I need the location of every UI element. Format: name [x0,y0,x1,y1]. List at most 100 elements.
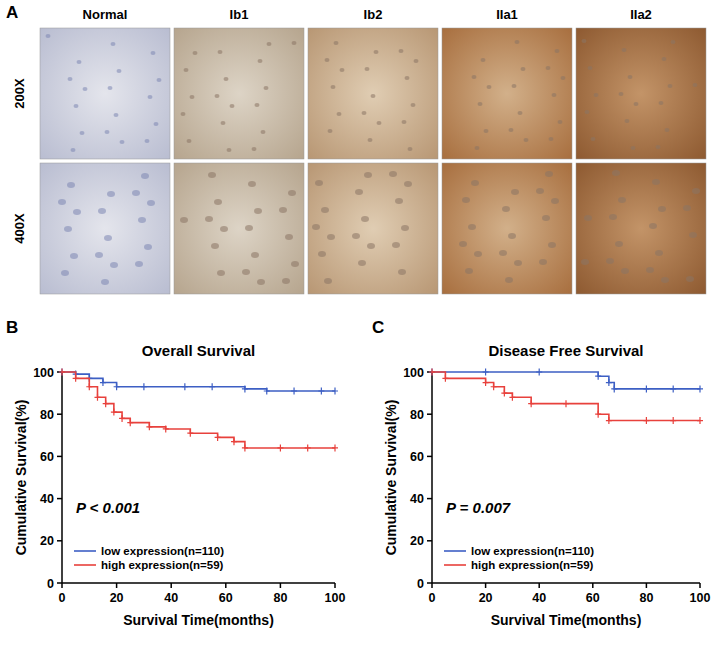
nucleus [658,206,666,212]
nucleus [582,39,587,43]
censor-mark [242,444,248,451]
x-axis-label: Survival Time(months) [123,612,274,628]
title: Disease Free Survival [488,342,643,359]
y-tick-label: 60 [410,450,424,464]
nucleus [374,50,379,54]
legend-swatch [74,550,96,552]
nucleus [264,86,269,90]
nucleus [693,83,698,87]
nucleus [659,101,664,105]
nucleus [251,252,259,258]
micrograph [442,28,572,159]
nucleus [468,224,476,230]
panel-label: C [372,318,384,337]
micrograph [576,28,706,159]
nucleus [515,40,520,44]
censor-mark [318,387,324,394]
y-tick-label: 40 [410,492,424,506]
nucleus [145,139,150,143]
nucleus [77,60,82,64]
nucleus [358,260,366,266]
nucleus [180,217,188,223]
nucleus [622,48,627,52]
nucleus [668,84,673,88]
censor-mark [442,375,448,382]
censor-mark [670,385,676,392]
censor-mark [86,383,92,390]
x-tick-label: 40 [164,591,178,605]
censor-mark [429,369,435,376]
x-tick [225,583,227,588]
y-tick-label: 20 [40,534,54,548]
censor-mark [606,379,612,386]
nucleus [692,188,700,194]
nucleus [193,51,198,55]
nucleus [505,277,513,283]
censor-mark [670,417,676,424]
nucleus [252,147,257,151]
column-header: IIa1 [496,7,518,22]
column-header: Ib2 [364,7,383,22]
column-header: Ib1 [230,7,249,22]
legend-label: high expression(n=59) [101,559,224,571]
nucleus [683,205,691,211]
nucleus [514,260,522,266]
nucleus [135,261,143,267]
nucleus [318,251,326,257]
nucleus [181,112,186,116]
nucleus [254,208,262,214]
y-tick-label: 40 [40,492,54,506]
survival-curve [62,372,335,448]
censor-mark [483,369,489,376]
y-tick-label: 80 [40,408,54,422]
x-tick [280,583,282,588]
nucleus [215,94,220,98]
nucleus [132,190,140,196]
nucleus [591,137,596,141]
legend-swatch [444,550,466,552]
nucleus [686,276,694,282]
survival-curve [432,372,700,389]
nucleus [71,148,76,152]
y-tick [57,413,62,415]
nucleus [499,250,507,256]
nucleus [475,146,480,150]
y-axis [61,372,63,583]
nucleus [558,120,563,124]
y-tick [427,413,432,415]
nucleus [465,268,473,274]
x-axis [432,582,700,584]
nucleus [292,41,297,45]
censor-mark [277,444,283,451]
y-tick-label: 0 [417,577,424,591]
censor-mark [643,417,649,424]
censor-mark [209,383,215,390]
censor-mark [231,438,237,445]
nucleus [217,270,225,276]
nucleus [584,215,592,221]
nucleus [104,235,112,241]
nucleus [615,241,623,247]
nucleus [83,87,88,91]
nucleus [631,146,636,150]
nucleus [401,225,409,231]
nucleus [414,59,419,63]
nucleus [154,122,159,126]
nucleus [218,50,223,54]
nucleus [368,138,373,142]
censor-mark [643,385,649,392]
nucleus [367,243,375,249]
nucleus [288,190,296,196]
censor-mark [509,394,515,401]
nucleus [151,51,156,55]
nucleus [395,198,403,204]
nucleus [282,278,290,284]
nucleus [107,191,115,197]
nucleus [291,261,299,267]
nucleus [408,147,413,151]
censor-mark [94,394,100,401]
censor-mark [182,383,188,390]
censor-mark [606,417,612,424]
censor-mark [528,400,534,407]
nucleus [371,94,376,98]
